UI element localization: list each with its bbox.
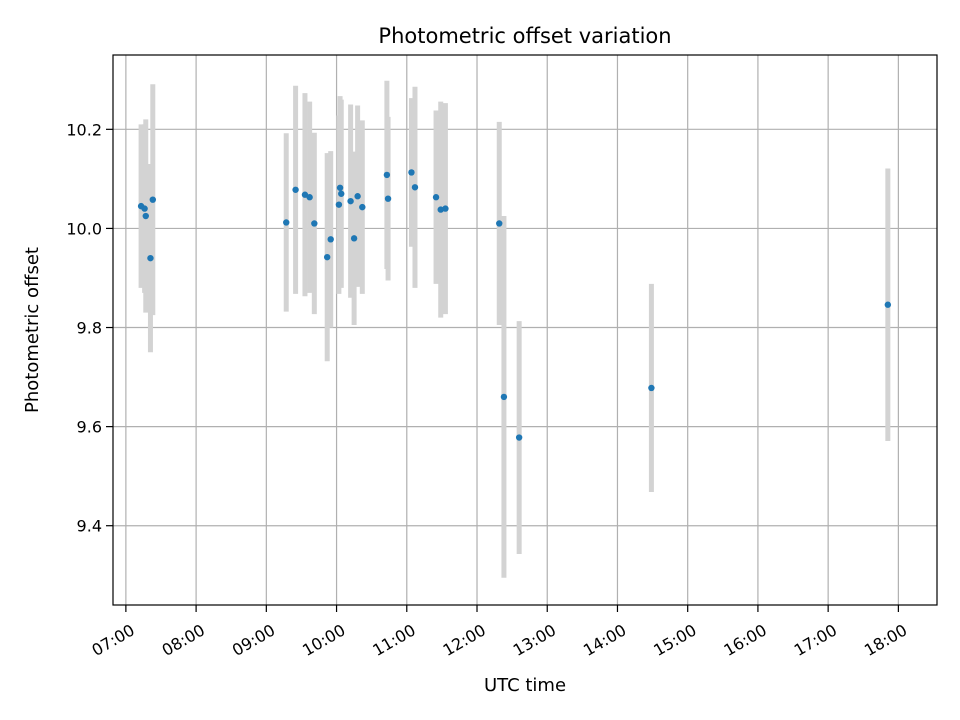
- data-point: [141, 205, 148, 212]
- data-point: [335, 201, 343, 208]
- data-point: [347, 197, 354, 205]
- data-point: [515, 434, 523, 441]
- data-point: [142, 212, 149, 220]
- data-point: [306, 194, 313, 201]
- data-point: [383, 171, 391, 179]
- data-point: [359, 203, 366, 211]
- data-point: [384, 195, 392, 202]
- data-point: [500, 393, 508, 401]
- y-tick-label: 9.6: [77, 418, 102, 437]
- data-point: [149, 196, 156, 203]
- data-point: [884, 301, 892, 308]
- data-points: [137, 169, 892, 441]
- data-point: [648, 384, 655, 392]
- plot-area: [113, 55, 937, 605]
- y-tick-label: 10.2: [66, 120, 102, 139]
- data-point: [292, 186, 299, 193]
- data-point: [338, 190, 345, 197]
- y-axis-label: Photometric offset: [22, 247, 43, 413]
- data-point: [496, 220, 503, 227]
- data-point: [350, 235, 358, 242]
- y-tick-label: 9.4: [77, 517, 102, 536]
- data-point: [323, 253, 331, 261]
- y-tick-label: 10.0: [66, 219, 102, 238]
- x-axis-label: UTC time: [484, 675, 566, 696]
- data-point: [301, 191, 309, 198]
- data-point: [336, 184, 344, 191]
- grid: [113, 55, 937, 605]
- data-point: [283, 219, 290, 226]
- data-point: [442, 205, 449, 212]
- data-point: [327, 236, 334, 243]
- y-tick-label: 9.8: [77, 319, 102, 338]
- chart-title: Photometric offset variation: [378, 24, 671, 48]
- data-point: [432, 194, 440, 201]
- data-point: [354, 193, 361, 200]
- plot-frame: [112, 54, 938, 606]
- data-point: [311, 220, 318, 227]
- data-point: [408, 169, 415, 176]
- data-point: [147, 254, 154, 262]
- data-point: [411, 184, 419, 191]
